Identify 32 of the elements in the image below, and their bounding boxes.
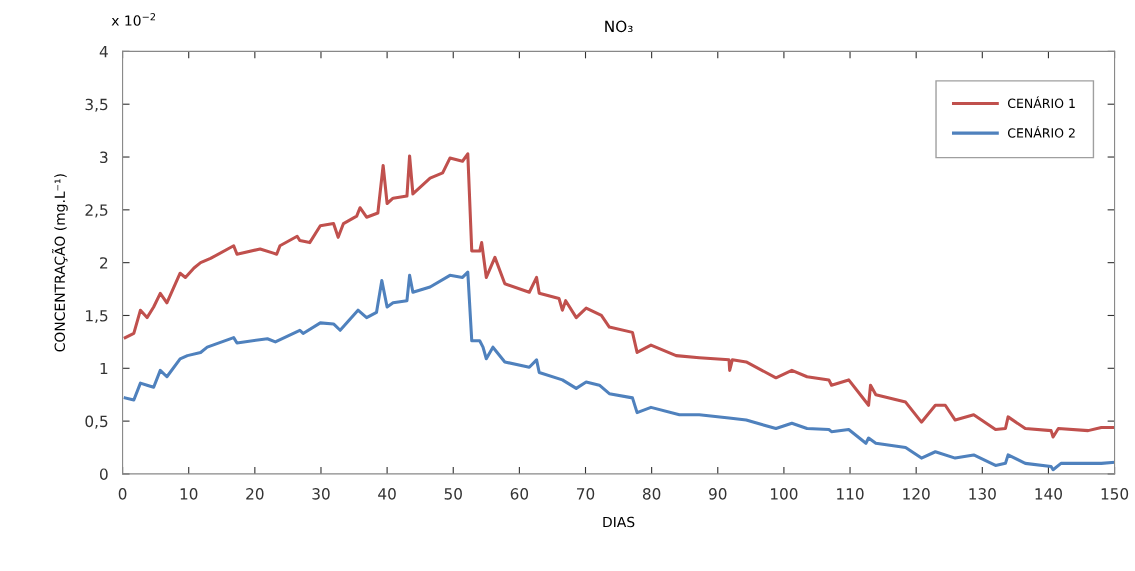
x-tick-label: 140 [1035, 488, 1062, 500]
x-tick-label: 70 [577, 488, 595, 500]
x-tick-label: 60 [510, 488, 529, 500]
y-tick-label: 4 [99, 46, 108, 58]
x-axis-title: DIAS [603, 516, 635, 528]
legend-label: CENÁRIO 2 [1007, 125, 1075, 138]
x-tick-label: 10 [180, 488, 198, 500]
y-tick-label: 2,5 [85, 204, 108, 218]
x-tick-label: 150 [1101, 488, 1129, 500]
chart-title: NO₃ [605, 20, 633, 33]
x-tick-label: 90 [709, 488, 727, 500]
y-tick-label: 1 [100, 362, 108, 375]
y-axis-title: CONCENTRAÇÃO (mg.L⁻¹) [52, 174, 68, 352]
x-tick-label: 100 [771, 488, 798, 500]
x-tick-label: 120 [903, 488, 930, 500]
x-tick-label: 50 [444, 488, 462, 500]
legend-label: CENÁRIO 1 [1007, 96, 1075, 109]
x-tick-label: 110 [837, 488, 864, 500]
x-tick-label: 40 [378, 488, 396, 500]
y-tick-label: 0,5 [85, 415, 108, 429]
y-tick-label: 2 [100, 257, 108, 269]
y-tick-label: 1,5 [86, 310, 108, 324]
y-tick-label: 0 [99, 468, 108, 480]
line-series [123, 152, 1115, 439]
x-tick-label: 130 [969, 488, 996, 500]
x-tick-label: 20 [246, 488, 264, 500]
x-tick-label: 80 [642, 488, 661, 500]
y-tick-label: 3,5 [85, 98, 108, 112]
y-tick-label: 3 [100, 151, 108, 164]
x-tick-label: 30 [312, 488, 330, 500]
text: x 10$^{−2}$ [111, 13, 156, 26]
x-tick-label: 0 [118, 488, 127, 500]
